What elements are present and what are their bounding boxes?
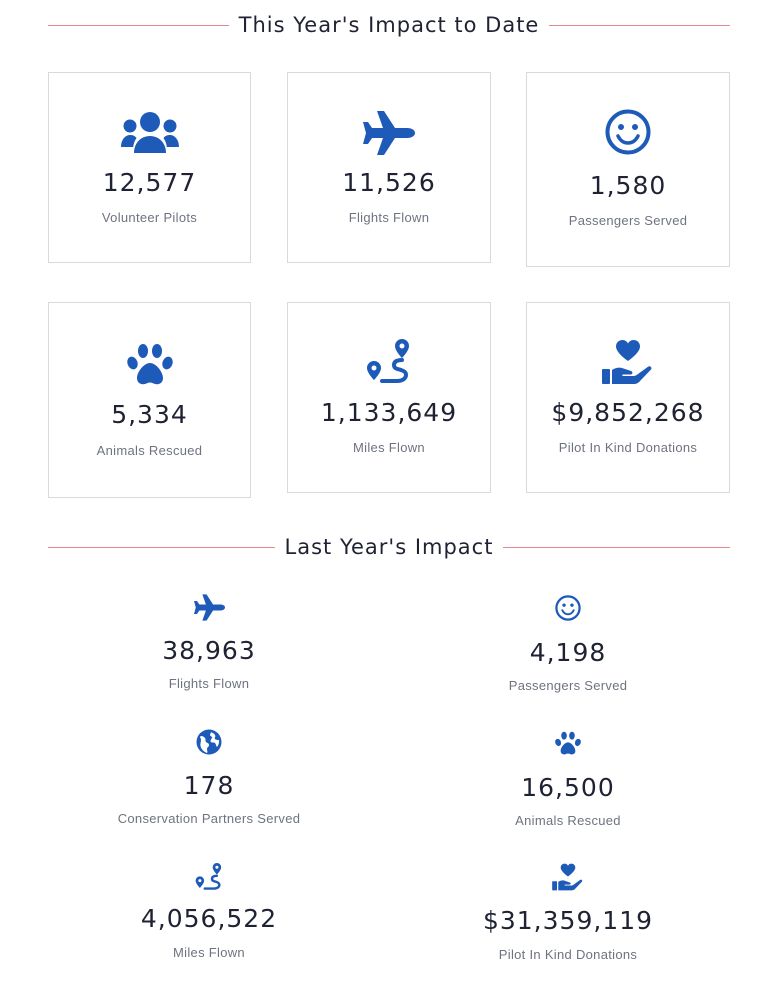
paw-icon <box>49 343 250 385</box>
paw-icon <box>408 731 728 755</box>
users-icon <box>49 111 250 153</box>
route-icon <box>49 863 369 891</box>
animals-rescued-value: 5,334 <box>111 400 188 429</box>
heading-rule-right <box>503 546 730 548</box>
this-year-heading: This Year's Impact to Date <box>48 10 731 40</box>
last-year-flights-flown: 38,963 Flights Flown <box>49 594 369 694</box>
stat-card-animals-rescued: 5,334 Animals Rescued <box>48 302 251 498</box>
hand-heart-icon <box>527 339 729 385</box>
airplane-icon <box>49 594 369 621</box>
last-year-heading: Last Year's Impact <box>48 532 730 562</box>
last-year-in-kind-donations: $31,359,119 Pilot In Kind Donations <box>408 863 728 963</box>
smiley-icon <box>408 595 728 621</box>
flights-flown-value: 11,526 <box>342 168 436 197</box>
airplane-icon <box>288 111 490 155</box>
passengers-served-value: 1,580 <box>589 171 667 200</box>
stat-card-in-kind-donations: $9,852,268 Pilot In Kind Donations <box>526 302 730 493</box>
this-year-title: This Year's Impact to Date <box>238 13 540 37</box>
last-year-passengers-served: 4,198 Passengers Served <box>408 594 728 694</box>
stat-card-miles-flown: 1,133,649 Miles Flown <box>287 302 491 493</box>
last-year-passengers-label: Passengers Served <box>508 678 628 693</box>
smiley-icon <box>527 109 729 155</box>
miles-flown-label: Miles Flown <box>353 440 425 455</box>
last-year-miles-value: 4,056,522 <box>140 904 278 933</box>
last-year-conservation-value: 178 <box>183 771 235 800</box>
last-year-flights-value: 38,963 <box>162 636 256 665</box>
stat-card-passengers-served: 1,580 Passengers Served <box>526 72 730 267</box>
heading-rule-right <box>549 24 731 26</box>
in-kind-donations-value: $9,852,268 <box>551 398 705 427</box>
in-kind-donations-label: Pilot In Kind Donations <box>558 440 698 455</box>
flights-flown-label: Flights Flown <box>348 210 430 225</box>
last-year-flights-label: Flights Flown <box>168 676 250 691</box>
stat-card-volunteer-pilots: 12,577 Volunteer Pilots <box>48 72 251 263</box>
miles-flown-value: 1,133,649 <box>320 398 458 427</box>
hand-heart-icon <box>408 863 728 891</box>
heading-rule-left <box>48 546 275 548</box>
route-icon <box>288 339 490 385</box>
volunteer-pilots-value: 12,577 <box>102 168 197 197</box>
volunteer-pilots-label: Volunteer Pilots <box>101 210 198 225</box>
last-year-miles-label: Miles Flown <box>173 945 245 960</box>
passengers-served-label: Passengers Served <box>568 213 688 228</box>
stat-card-flights-flown: 11,526 Flights Flown <box>287 72 491 263</box>
globe-icon <box>49 729 369 755</box>
last-year-title: Last Year's Impact <box>284 535 494 559</box>
last-year-animals-rescued: 16,500 Animals Rescued <box>408 731 728 831</box>
last-year-conservation-label: Conservation Partners Served <box>117 811 301 826</box>
last-year-conservation-partners: 178 Conservation Partners Served <box>49 729 369 829</box>
heading-rule-left <box>48 24 229 26</box>
last-year-animals-value: 16,500 <box>521 773 615 802</box>
last-year-donations-value: $31,359,119 <box>482 906 654 935</box>
last-year-passengers-value: 4,198 <box>529 638 607 667</box>
last-year-animals-label: Animals Rescued <box>515 813 621 828</box>
last-year-miles-flown: 4,056,522 Miles Flown <box>49 863 369 963</box>
animals-rescued-label: Animals Rescued <box>96 443 203 458</box>
last-year-donations-label: Pilot In Kind Donations <box>498 947 638 962</box>
